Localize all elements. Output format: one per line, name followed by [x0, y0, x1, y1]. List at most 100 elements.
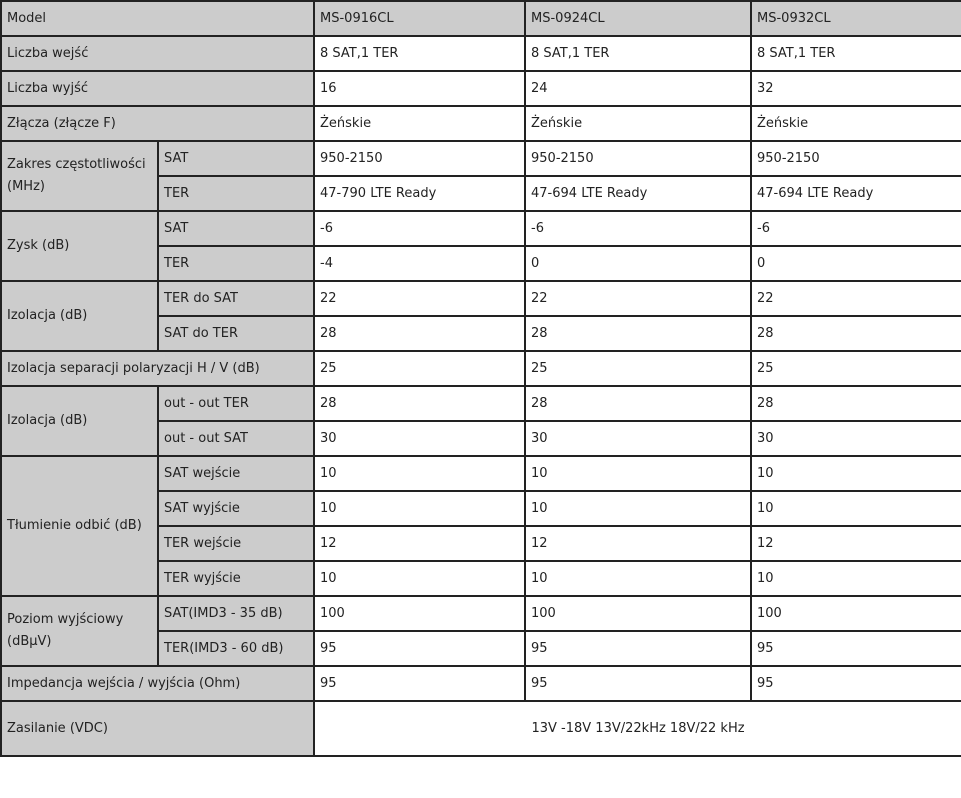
table-row: Zysk (dB) SAT -6 -6 -6: [0, 210, 961, 282]
cell-value: 100: [524, 595, 753, 632]
row-label: Izolacja (dB): [0, 385, 159, 457]
cell-value: 47-790 LTE Ready: [313, 175, 527, 212]
cell-value: 25: [750, 350, 961, 387]
cell-value: 47-694 LTE Ready: [750, 175, 961, 212]
row-sublabel: TER(IMD3 - 60 dB): [156, 630, 316, 667]
row-sublabel: TER: [156, 245, 316, 282]
table-row: Izolacja (dB) out - out TER 28 28 28: [0, 385, 961, 457]
cell-value: 8 SAT,1 TER: [524, 35, 753, 72]
table-row: Izolacja (dB) TER do SAT 22 22 22: [0, 280, 961, 352]
cell-value: 30: [524, 420, 753, 457]
table-row: Liczba wyjść 16 24 32: [0, 70, 961, 107]
table-row: TER 47-790 LTE Ready 47-694 LTE Ready 47-69…: [1, 175, 961, 212]
cell-value: 30: [750, 420, 961, 457]
table-row: Zakres częstotliwości (MHz) SAT 950-2150 95…: [0, 140, 961, 212]
cell-value: 10: [524, 490, 753, 527]
cell-value: 95: [313, 630, 527, 667]
cell-value: 10: [524, 560, 753, 597]
cell-value: 28: [750, 385, 961, 422]
cell-value: Żeńskie: [750, 105, 961, 142]
cell-value: 28: [313, 315, 527, 352]
row-sublabel: TER: [156, 175, 316, 212]
row-sublabel: SAT: [156, 210, 316, 247]
cell-value: 25: [524, 350, 753, 387]
cell-value: 12: [313, 525, 527, 562]
cell-value: 10: [750, 455, 961, 492]
cell-value: 0: [524, 245, 753, 282]
cell-value: 12: [524, 525, 753, 562]
cell-value: 0: [750, 245, 961, 282]
row-label: Izolacja separacji polaryzacji H / V (dB…: [0, 350, 316, 387]
cell-value: 10: [750, 490, 961, 527]
merged-value: 13V -18V 13V/22kHz 18V/22 kHz: [313, 700, 961, 757]
cell-value: -4: [313, 245, 527, 282]
table-row: Tłumienie odbić (dB) SAT wejście 10 10 10: [0, 455, 961, 597]
header-row: Model MS-0916CL MS-0924CL MS-0932CL: [0, 0, 961, 37]
cell-value: 100: [750, 595, 961, 632]
row-sublabel: out - out TER: [156, 385, 316, 422]
cell-value: 32: [750, 70, 961, 107]
row-sublabel: SAT wejście: [156, 455, 316, 492]
row-label: Poziom wyjściowy (dBµV): [0, 595, 159, 667]
row-label: Zakres częstotliwości (MHz): [0, 140, 159, 212]
cell-value: 95: [313, 665, 527, 702]
cell-value: 16: [313, 70, 527, 107]
cell-value: 95: [750, 665, 961, 702]
row-label: Liczba wejść: [0, 35, 316, 72]
cell-value: 10: [313, 560, 527, 597]
cell-value: 950-2150: [524, 140, 753, 177]
table-row: TER -4 0 0: [1, 245, 961, 282]
cell-value: 30: [313, 420, 527, 457]
cell-value: 12: [750, 525, 961, 562]
cell-value: 95: [524, 665, 753, 702]
row-sublabel: SAT: [156, 140, 316, 177]
header-label: Model: [0, 0, 316, 37]
cell-value: Żeńskie: [524, 105, 753, 142]
cell-value: 28: [524, 385, 753, 422]
cell-value: 95: [524, 630, 753, 667]
model-header: MS-0916CL: [313, 0, 527, 37]
row-label: Liczba wyjść: [0, 70, 316, 107]
cell-value: 10: [313, 455, 527, 492]
cell-value: 950-2150: [313, 140, 527, 177]
cell-value: 28: [524, 315, 753, 352]
cell-value: 8 SAT,1 TER: [313, 35, 527, 72]
cell-value: 95: [750, 630, 961, 667]
cell-value: 25: [313, 350, 527, 387]
cell-value: -6: [750, 210, 961, 247]
cell-value: 10: [750, 560, 961, 597]
spec-table: Model MS-0916CL MS-0924CL MS-0932CL Licz…: [0, 0, 961, 757]
table-row: SAT wyjście 10 10 10: [1, 490, 961, 527]
row-label: Zasilanie (VDC): [0, 700, 316, 757]
cell-value: 22: [750, 280, 961, 317]
table-row: Złącza (złącze F) Żeńskie Żeńskie Żeńskie: [0, 105, 961, 142]
table-row: Izolacja separacji polaryzacji H / V (dB…: [0, 350, 961, 387]
cell-value: Żeńskie: [313, 105, 527, 142]
table-row: Impedancja wejścia / wyjścia (Ohm) 95 95 95: [0, 665, 961, 702]
table-row: Zasilanie (VDC) 13V -18V 13V/22kHz 18V/22…: [0, 700, 961, 757]
row-label: Zysk (dB): [0, 210, 159, 282]
model-header: MS-0932CL: [750, 0, 961, 37]
cell-value: 22: [524, 280, 753, 317]
table-row: Liczba wejść 8 SAT,1 TER 8 SAT,1 TER 8 SAT,…: [0, 35, 961, 72]
row-sublabel: TER do SAT: [156, 280, 316, 317]
cell-value: 28: [313, 385, 527, 422]
table-row: Poziom wyjściowy (dBµV) SAT(IMD3 - 35 dB)…: [0, 595, 961, 667]
cell-value: 8 SAT,1 TER: [750, 35, 961, 72]
cell-value: -6: [524, 210, 753, 247]
cell-value: 950-2150: [750, 140, 961, 177]
table-row: out - out SAT 30 30 30: [1, 420, 961, 457]
row-sublabel: TER wejście: [156, 525, 316, 562]
row-label: Impedancja wejścia / wyjścia (Ohm): [0, 665, 316, 702]
cell-value: 47-694 LTE Ready: [524, 175, 753, 212]
model-header: MS-0924CL: [524, 0, 753, 37]
row-sublabel: out - out SAT: [156, 420, 316, 457]
row-label: Tłumienie odbić (dB): [0, 455, 159, 597]
cell-value: 22: [313, 280, 527, 317]
cell-value: 24: [524, 70, 753, 107]
row-label: Złącza (złącze F): [0, 105, 316, 142]
row-sublabel: SAT wyjście: [156, 490, 316, 527]
cell-value: 10: [524, 455, 753, 492]
row-sublabel: SAT(IMD3 - 35 dB): [156, 595, 316, 632]
table-row: TER wejście 12 12 12: [1, 525, 961, 562]
